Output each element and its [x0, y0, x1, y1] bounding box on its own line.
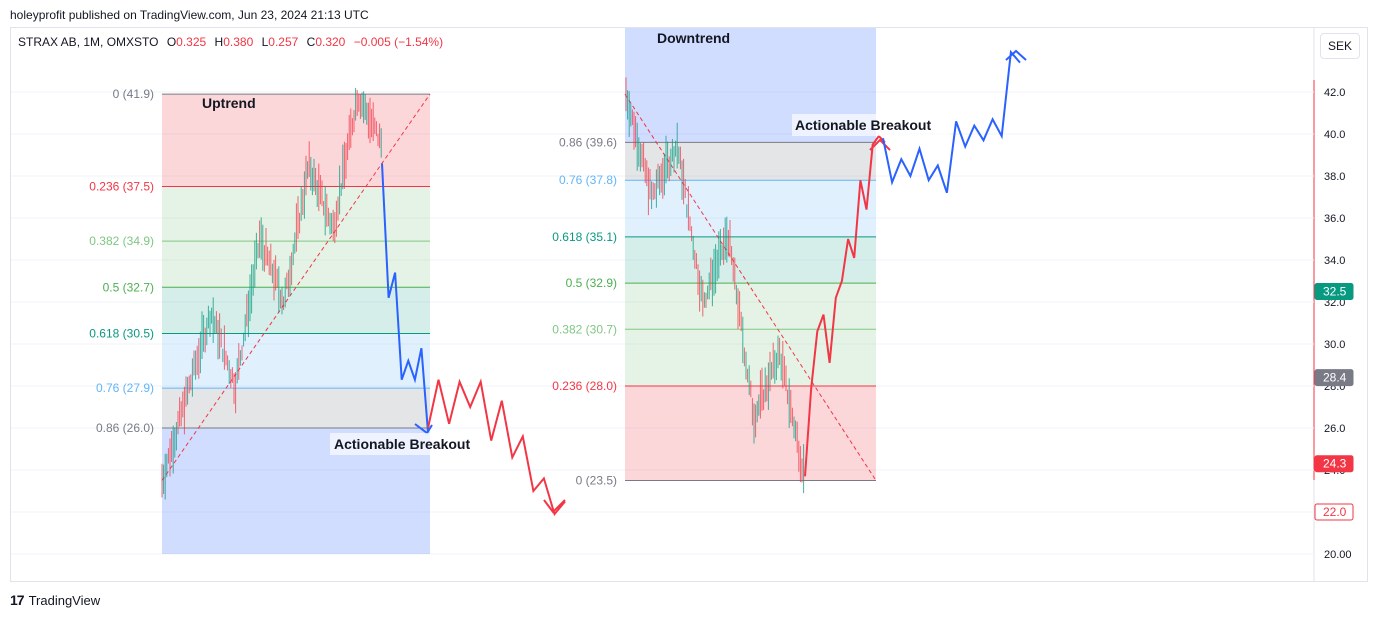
- price-label-badge: [1314, 283, 1354, 300]
- price-label-text: 32.5: [1323, 285, 1347, 299]
- fib-level-label: 0.618 (30.5): [89, 327, 154, 341]
- price-label-text: 22.0: [1323, 505, 1347, 519]
- breakout-label-bg: [792, 114, 950, 136]
- price-label-text: 24.3: [1323, 457, 1347, 471]
- fib-level-label: 0.5 (32.7): [103, 280, 154, 294]
- projection-red-up: [804, 134, 886, 477]
- fib-level-label: 0.86 (39.6): [559, 135, 617, 149]
- projection-red-down: [427, 378, 566, 517]
- change-value: −0.005 (−1.54%): [353, 35, 444, 49]
- price-tick-label: 42.0: [1324, 87, 1345, 99]
- close-label: C: [306, 35, 316, 49]
- price-tick-label: 38.0: [1324, 171, 1345, 183]
- price-tick-label: 26.0: [1324, 423, 1345, 435]
- projection-arrowhead: [869, 138, 891, 151]
- breakout-label: Actionable Breakout: [334, 436, 470, 452]
- projection-blue-up: [882, 49, 1021, 194]
- publish-info: holeyprofit published on TradingView.com…: [10, 8, 369, 22]
- fib-level-label: 0.618 (35.1): [552, 230, 617, 244]
- fib-zone-red: [625, 386, 876, 481]
- projection-arrowhead: [1005, 49, 1027, 61]
- fib-level-label: 0.76 (37.8): [559, 173, 617, 187]
- fib-zone-teal: [625, 236, 876, 284]
- price-label-badge: [1314, 503, 1354, 521]
- downtrend-label: Downtrend: [657, 30, 730, 46]
- price-label-badge: [1314, 455, 1354, 473]
- open-value: 0.325: [176, 35, 207, 49]
- tradingview-footer[interactable]: 17 TradingView: [10, 592, 100, 608]
- symbol-name[interactable]: STRAX AB, 1M, OMXSTO: [18, 35, 159, 49]
- price-tick-label: 40.0: [1324, 129, 1345, 141]
- uptrend-label: Uptrend: [202, 95, 256, 111]
- price-label-badge: [1314, 369, 1354, 387]
- fib-level-label: 0 (23.5): [576, 474, 617, 488]
- fib-zone-green: [625, 283, 876, 386]
- low-label: L: [261, 35, 269, 49]
- fib-zone-gray: [625, 142, 876, 181]
- price-tick-label: 30.0: [1324, 339, 1345, 351]
- high-label: H: [214, 35, 224, 49]
- fib-level-label: 0.382 (34.9): [89, 234, 154, 248]
- high-value: 0.380: [223, 35, 254, 49]
- fib-zone-red: [162, 94, 430, 187]
- fib-zone-gray: [162, 388, 430, 428]
- price-tick-label: 34.0: [1324, 255, 1345, 267]
- price-tick-label: 20.00: [1324, 549, 1352, 561]
- projection-blue-down: [381, 163, 429, 433]
- fib-level-label: 0.76 (27.9): [96, 381, 154, 395]
- tradingview-brand: TradingView: [28, 592, 101, 608]
- price-label-text: 28.4: [1323, 371, 1347, 385]
- breakout-label: Actionable Breakout: [795, 117, 931, 133]
- currency-button[interactable]: SEK: [1320, 33, 1360, 59]
- close-value: 0.320: [315, 35, 346, 49]
- low-value: 0.257: [268, 35, 299, 49]
- fib-level-label: 0 (41.9): [113, 87, 154, 101]
- fib-level-label: 0.5 (32.9): [566, 276, 617, 290]
- chart-frame: [10, 27, 1368, 582]
- open-label: O: [166, 35, 177, 49]
- breakout-label-bg: [330, 433, 488, 455]
- fib-level-label: 0.236 (28.0): [552, 379, 617, 393]
- projection-arrowhead: [543, 499, 566, 514]
- fib-level-label: 0.382 (30.7): [552, 322, 617, 336]
- fib-level-label: 0.86 (26.0): [96, 421, 154, 435]
- symbol-legend: STRAX AB, 1M, OMXSTO O0.325 H0.380 L0.25…: [18, 35, 443, 49]
- fib-trend-line: [161, 93, 431, 481]
- price-tick-label: 36.0: [1324, 213, 1345, 225]
- tradingview-logo-icon: 17: [10, 592, 25, 608]
- fib-zone-lightblue: [625, 180, 876, 237]
- fib-level-label: 0.236 (37.5): [89, 180, 154, 194]
